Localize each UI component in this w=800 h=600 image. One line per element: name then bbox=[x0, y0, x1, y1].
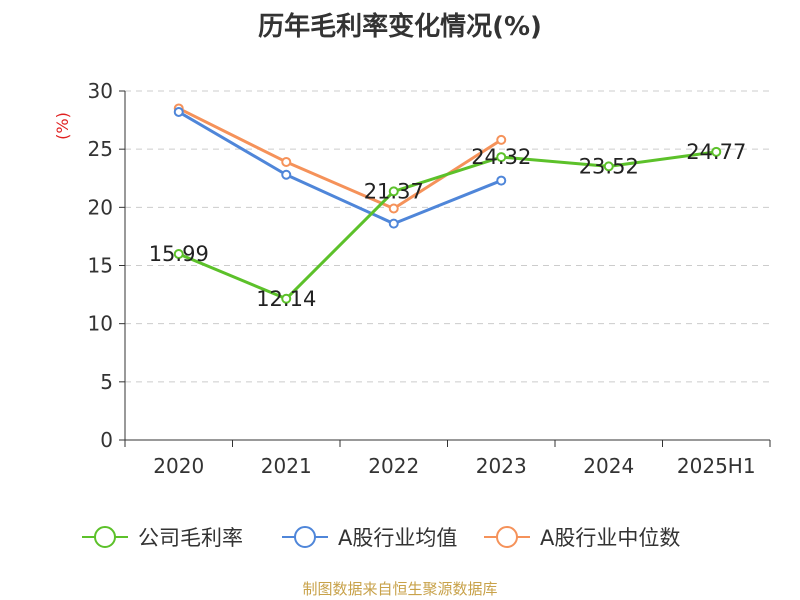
y-tick-label: 30 bbox=[88, 79, 113, 103]
data-point bbox=[281, 169, 292, 180]
data-label: 15.99 bbox=[149, 242, 209, 266]
chart-title: 历年毛利率变化情况(%) bbox=[258, 12, 542, 42]
legend-item: A股行业均值 bbox=[282, 526, 457, 550]
data-point bbox=[496, 175, 507, 186]
legend-marker bbox=[496, 526, 518, 548]
series-line bbox=[178, 150, 717, 301]
data-point bbox=[388, 203, 399, 214]
legend-label: 公司毛利率 bbox=[138, 526, 243, 550]
legend-item: A股行业中位数 bbox=[484, 526, 680, 550]
legend-marker bbox=[94, 526, 116, 548]
data-labels: 15.99 12.14 21.37 24.32 23.52 24.77 bbox=[149, 140, 747, 311]
y-tick-label: 25 bbox=[88, 137, 113, 161]
x-tick-label: 2022 bbox=[368, 454, 419, 478]
legend-marker bbox=[294, 526, 316, 548]
data-point bbox=[173, 248, 184, 259]
y-tick-label: 10 bbox=[88, 312, 113, 336]
data-point bbox=[388, 186, 399, 197]
legend: 公司毛利率 A股行业均值 A股行业中位数 bbox=[82, 526, 680, 550]
data-label: 21.37 bbox=[364, 179, 424, 203]
y-axis-label: (%) bbox=[53, 112, 72, 140]
series-lines bbox=[173, 103, 722, 304]
data-point bbox=[496, 134, 507, 145]
legend-item: 公司毛利率 bbox=[82, 526, 243, 550]
x-tick-label: 2020 bbox=[153, 454, 204, 478]
data-point bbox=[281, 156, 292, 167]
data-label: 12.14 bbox=[256, 287, 316, 311]
y-tick-label: 15 bbox=[88, 254, 113, 278]
y-tick-label: 20 bbox=[88, 195, 113, 219]
x-tick-label: 2021 bbox=[261, 454, 312, 478]
grid-lines bbox=[125, 90, 770, 383]
y-tick-label: 5 bbox=[100, 370, 113, 394]
axes: 0 5 10 15 20 25 30 (%) 2020 2021 2022 2023 2024 2025H… bbox=[53, 79, 771, 478]
data-point bbox=[603, 161, 614, 172]
source-note: 制图数据来自恒生聚源数据库 bbox=[302, 580, 498, 598]
data-point bbox=[388, 218, 399, 229]
data-point bbox=[281, 293, 292, 304]
series-line bbox=[177, 110, 502, 226]
legend-label: A股行业均值 bbox=[338, 526, 457, 550]
x-tick-label: 2023 bbox=[476, 454, 527, 478]
series-line bbox=[178, 107, 503, 210]
data-label: 24.32 bbox=[471, 145, 531, 169]
data-label: 24.77 bbox=[686, 140, 746, 164]
x-tick-label: 2025H1 bbox=[677, 454, 756, 478]
data-label: 23.52 bbox=[579, 154, 639, 178]
data-point bbox=[496, 152, 507, 163]
data-point bbox=[711, 146, 722, 157]
legend-label: A股行业中位数 bbox=[540, 526, 680, 550]
data-point bbox=[173, 106, 184, 117]
y-tick-label: 0 bbox=[100, 428, 113, 452]
x-tick-label: 2024 bbox=[583, 454, 634, 478]
